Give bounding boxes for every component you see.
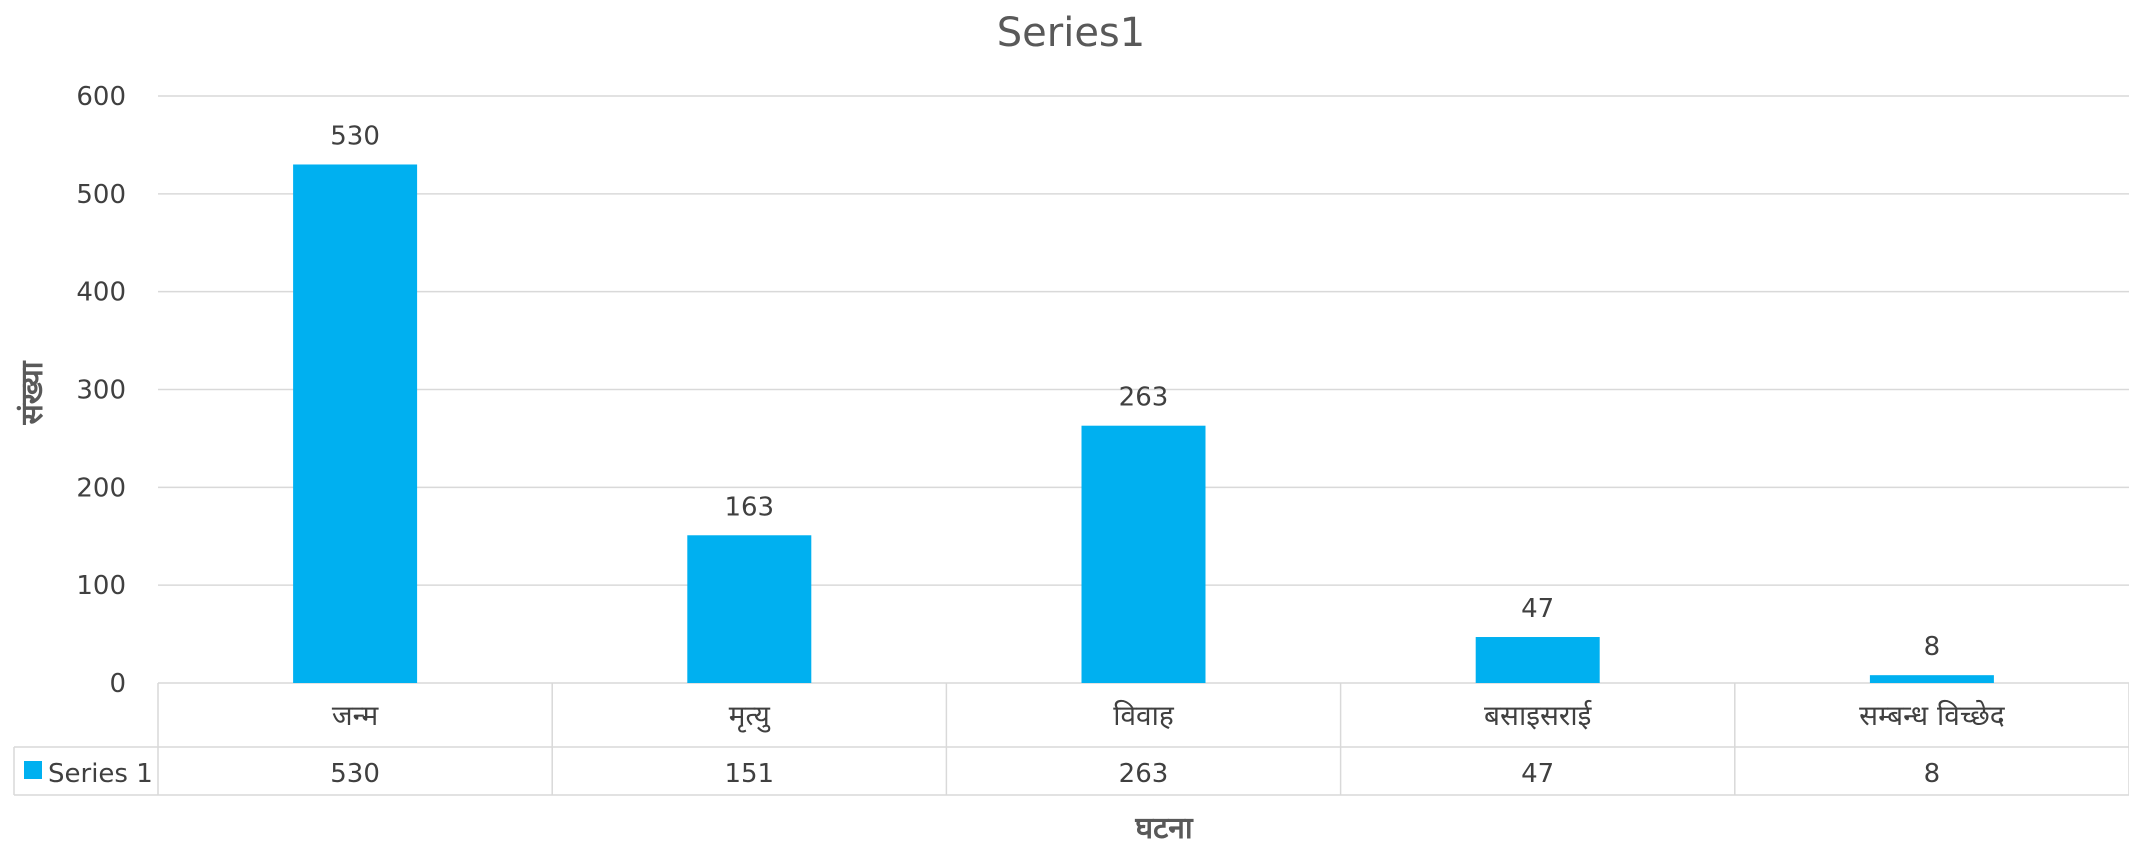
table-value: 8	[1924, 759, 1941, 789]
data-labels: 530 163 263 47 8	[330, 121, 1940, 662]
data-label: 47	[1521, 594, 1554, 624]
table-value: 151	[724, 759, 774, 789]
category-label: मृत्यु	[729, 699, 771, 733]
bar	[687, 535, 812, 683]
category-label: विवाह	[1113, 699, 1175, 732]
data-label: 163	[724, 492, 774, 522]
data-table: जन्म 530 मृत्यु 151 विवाह 263 बसाइसराई 47 सम्बन्…	[13, 683, 2129, 796]
y-tick-label: 300	[76, 376, 126, 406]
bar	[1869, 675, 1994, 683]
category-label: जन्म	[332, 699, 380, 732]
y-tick-label: 600	[76, 82, 126, 112]
y-tick-label: 100	[76, 571, 126, 601]
table-value: 47	[1521, 759, 1554, 789]
bar	[293, 164, 418, 683]
bar	[1475, 637, 1600, 683]
y-axis-ticks: 0 100 200 300 400 500 600	[76, 82, 126, 699]
y-axis-title: संख्या	[15, 360, 50, 425]
y-tick-label: 400	[76, 278, 126, 308]
category-label: बसाइसराई	[1484, 699, 1593, 732]
y-tick-label: 200	[76, 473, 126, 503]
x-axis-title: घटना	[1134, 811, 1194, 846]
table-value: 263	[1119, 759, 1169, 789]
bar	[1081, 425, 1206, 683]
table-value: 530	[330, 759, 380, 789]
y-tick-label: 0	[109, 669, 126, 699]
chart-title: Series1	[997, 10, 1145, 56]
y-tick-label: 500	[76, 180, 126, 210]
legend-swatch	[24, 761, 42, 779]
bars	[293, 164, 1994, 683]
category-label: सम्बन्ध विच्छेद	[1859, 699, 2006, 732]
data-label: 530	[330, 121, 380, 151]
legend-label: Series 1	[48, 759, 153, 789]
data-label: 263	[1119, 383, 1169, 413]
data-label: 8	[1924, 632, 1941, 662]
